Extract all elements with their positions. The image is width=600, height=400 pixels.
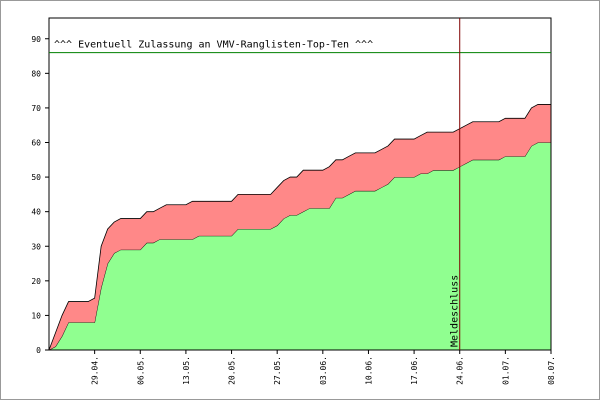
x-tick-label: 08.07. [547, 356, 556, 385]
y-tick-label: 20 [31, 277, 41, 286]
y-tick-label: 0 [36, 346, 41, 355]
y-tick-label: 90 [31, 35, 41, 44]
x-tick-label: 24.06. [456, 356, 465, 385]
area [49, 142, 551, 350]
x-tick-label: 10.06. [364, 356, 373, 385]
y-tick-label: 80 [31, 69, 41, 78]
x-tick-label: 17.06. [410, 356, 419, 385]
x-tick-label: 13.05. [182, 356, 191, 385]
y-tick-label: 30 [31, 242, 41, 251]
y-tick-label: 40 [31, 208, 41, 217]
y-tick-label: 10 [31, 311, 41, 320]
y-tick-label: 70 [31, 104, 41, 113]
y-tick-label: 60 [31, 139, 41, 148]
x-tick-label: 27.05. [273, 356, 282, 385]
x-tick-label: 01.07. [501, 356, 510, 385]
y-tick-label: 50 [31, 173, 41, 182]
area-outline [48, 104, 551, 351]
deadline-label: Meldeschluss [450, 275, 461, 347]
threshold-label: ^^^ Eventuell Zulassung an VMV-Rangliste… [54, 40, 373, 51]
x-tick-label: 20.05. [228, 356, 237, 385]
plot-frame [48, 17, 552, 351]
x-tick-label: 03.06. [319, 356, 328, 385]
x-tick-label: 29.04. [91, 356, 100, 385]
area [49, 104, 551, 350]
x-tick-label: 06.05. [136, 356, 145, 385]
